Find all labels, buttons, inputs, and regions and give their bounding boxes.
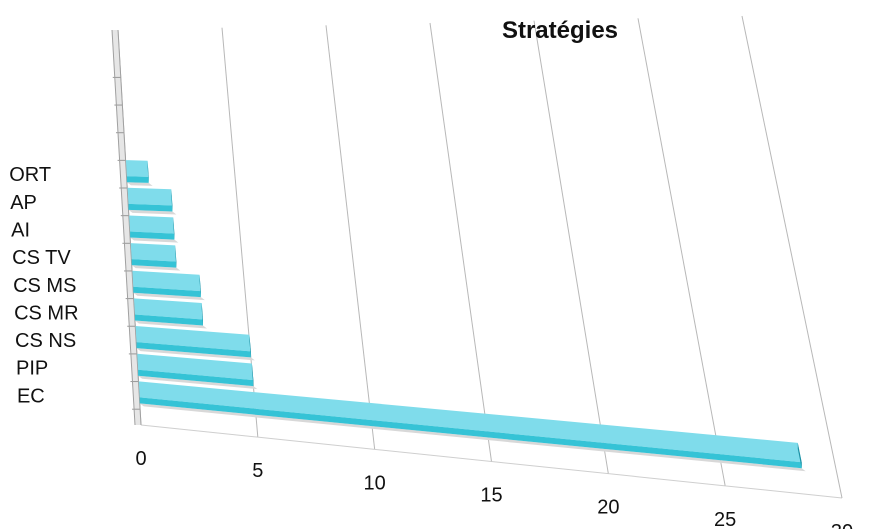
bar-shadow: [134, 320, 207, 329]
bar-end: [249, 334, 251, 358]
bar-front: [133, 286, 201, 298]
x-axis-tick-labels: 0 5 10 15 20 25 30: [135, 448, 853, 529]
bar-end: [175, 245, 177, 268]
bar-shadow: [133, 292, 205, 301]
bar-end: [201, 303, 203, 326]
bar-front: [126, 176, 149, 183]
category-label: EC: [17, 385, 45, 407]
bars: [125, 160, 806, 472]
bar: [129, 215, 175, 234]
axis-baseline: [491, 461, 609, 475]
bar-end: [171, 189, 173, 212]
side-wall: [111, 29, 142, 426]
bar: [138, 381, 802, 463]
bar-end: [797, 442, 802, 469]
chart-title: Stratégies: [502, 17, 618, 44]
gridline: [533, 20, 609, 474]
x-tick-label: 20: [597, 497, 619, 519]
bar-front: [138, 369, 254, 387]
bar-shadow: [130, 237, 179, 243]
bar-shadow: [131, 265, 181, 271]
bar-front: [131, 259, 177, 268]
bar-shadow: [139, 403, 806, 472]
bar-front: [128, 203, 173, 212]
bar: [137, 353, 254, 381]
category-labels: ORT AP AI CS TV CS MS CS MR CS NS PIP EC: [9, 164, 78, 407]
x-tick-label: 25: [714, 509, 736, 529]
bar: [125, 160, 149, 177]
axis-baseline: [257, 436, 375, 450]
gridline: [741, 15, 843, 499]
x-tick-label: 0: [135, 448, 146, 470]
bar-front: [136, 342, 251, 358]
bar: [132, 270, 201, 292]
axis-baseline: [608, 473, 726, 487]
category-label: CS NS: [15, 330, 76, 352]
bar-shadow: [128, 209, 177, 215]
x-tick-label: 10: [364, 472, 386, 494]
bar-shadow: [138, 375, 258, 390]
bar: [135, 326, 251, 352]
gridline: [429, 22, 492, 462]
bar-end: [173, 217, 175, 240]
category-label: CS MR: [14, 302, 78, 324]
bar-front: [139, 397, 802, 469]
gridlines: [117, 15, 843, 499]
bar-shadow: [126, 182, 153, 186]
bar: [133, 298, 203, 320]
bar-end: [199, 274, 201, 298]
bar-front: [130, 231, 175, 240]
axis-baseline: [374, 448, 492, 462]
x-tick-label: 30: [831, 521, 853, 529]
x-tick-label: 5: [252, 460, 263, 482]
x-tick-label: 15: [480, 485, 502, 507]
gridline: [325, 25, 376, 450]
category-label: AP: [10, 192, 37, 214]
bar-end: [251, 363, 254, 387]
axis-baseline: [725, 485, 843, 499]
category-label: AI: [11, 219, 30, 241]
bar: [130, 243, 177, 262]
bar-shadow: [136, 348, 255, 361]
category-label: CS TV: [12, 247, 71, 269]
category-label: PIP: [16, 358, 48, 380]
category-label: CS MS: [13, 275, 76, 297]
category-label: ORT: [9, 164, 51, 186]
gridline: [637, 18, 726, 486]
bar-end: [147, 160, 149, 183]
wall-edge: [117, 29, 142, 426]
bar: [127, 187, 173, 206]
axis-baseline: [140, 424, 258, 438]
bar-front: [134, 314, 203, 326]
wall-edge: [111, 29, 136, 426]
